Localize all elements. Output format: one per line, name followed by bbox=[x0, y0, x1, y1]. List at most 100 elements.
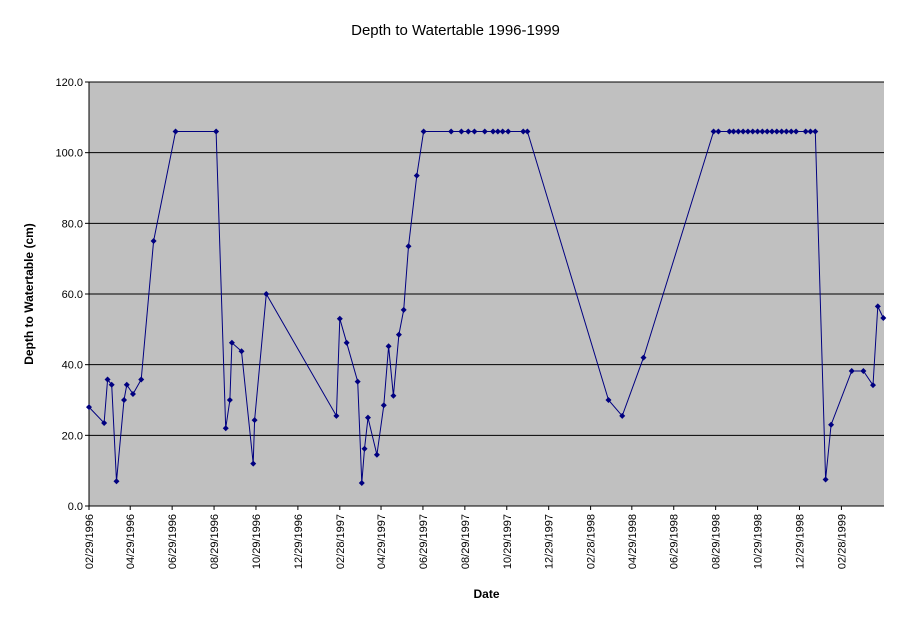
data-point bbox=[735, 128, 742, 135]
data-point bbox=[263, 291, 270, 297]
data-point bbox=[874, 303, 881, 310]
data-point bbox=[505, 128, 512, 135]
data-point bbox=[104, 376, 111, 383]
data-point bbox=[108, 381, 115, 388]
data-point bbox=[773, 128, 780, 135]
data-point bbox=[228, 339, 235, 346]
data-point bbox=[715, 128, 722, 135]
x-tick-label: 06/29/1996 bbox=[167, 514, 179, 569]
data-point bbox=[213, 128, 220, 135]
data-point bbox=[471, 128, 478, 135]
y-tick-label: 0.0 bbox=[68, 501, 83, 513]
data-point bbox=[730, 128, 737, 135]
data-point bbox=[172, 128, 179, 135]
data-point bbox=[640, 354, 647, 361]
x-tick-label: 06/29/1998 bbox=[669, 514, 681, 569]
data-point bbox=[768, 128, 775, 135]
data-point bbox=[250, 460, 257, 467]
data-point bbox=[458, 128, 465, 135]
data-point bbox=[121, 397, 128, 403]
data-point bbox=[740, 128, 747, 135]
x-tick-label: 10/29/1996 bbox=[251, 514, 263, 569]
x-tick-label: 08/29/1998 bbox=[711, 514, 723, 569]
data-point bbox=[354, 378, 361, 385]
data-point bbox=[385, 343, 392, 350]
data-point bbox=[226, 397, 233, 403]
data-point bbox=[494, 128, 501, 135]
data-point bbox=[238, 348, 245, 355]
x-tick-label: 02/28/1998 bbox=[586, 514, 598, 569]
data-point bbox=[251, 417, 258, 424]
x-tick-label: 10/29/1998 bbox=[753, 514, 765, 569]
data-point bbox=[395, 331, 402, 338]
data-point bbox=[754, 128, 761, 135]
data-point bbox=[138, 376, 145, 383]
data-point bbox=[358, 480, 365, 487]
y-axis-label: Depth to Watertable (cm) bbox=[22, 223, 36, 365]
data-point bbox=[361, 445, 368, 452]
x-tick-label: 04/29/1996 bbox=[125, 514, 137, 569]
x-tick-label: 08/29/1997 bbox=[460, 514, 472, 569]
data-point bbox=[405, 243, 412, 250]
x-tick-label: 04/29/1998 bbox=[627, 514, 639, 569]
data-point bbox=[759, 128, 766, 135]
x-tick-label: 12/29/1997 bbox=[544, 514, 556, 569]
data-point bbox=[710, 128, 717, 135]
x-tick-label: 10/29/1997 bbox=[502, 514, 514, 569]
data-point bbox=[86, 404, 92, 411]
data-point bbox=[129, 390, 136, 397]
x-tick-label: 02/28/1997 bbox=[335, 514, 347, 569]
data-point bbox=[619, 412, 626, 419]
y-tick-label: 20.0 bbox=[62, 430, 83, 442]
data-point bbox=[807, 128, 814, 135]
data-point bbox=[336, 315, 343, 322]
data-point bbox=[822, 476, 829, 483]
gridlines bbox=[89, 81, 884, 436]
data-point bbox=[413, 172, 420, 179]
x-tick-labels: 02/29/1996 04/29/1996 06/29/1996 08/29/1996… bbox=[84, 506, 848, 569]
data-point bbox=[788, 128, 795, 135]
data-point bbox=[373, 451, 380, 458]
x-tick-label: 08/29/1996 bbox=[209, 514, 221, 569]
data-point bbox=[465, 128, 472, 135]
data-point bbox=[420, 128, 427, 135]
data-point bbox=[764, 128, 771, 135]
data-point bbox=[726, 128, 733, 135]
x-tick-label: 06/29/1997 bbox=[418, 514, 430, 569]
data-point bbox=[880, 315, 887, 322]
data-point bbox=[828, 421, 835, 428]
x-tick-label: 12/29/1996 bbox=[293, 514, 305, 569]
data-point bbox=[364, 414, 371, 421]
data-point bbox=[499, 128, 506, 135]
data-point bbox=[481, 128, 488, 135]
data-point bbox=[783, 128, 790, 135]
y-tick-label: 100.0 bbox=[55, 148, 83, 160]
data-point bbox=[802, 128, 809, 135]
data-point bbox=[343, 339, 350, 346]
data-point bbox=[778, 128, 785, 135]
x-axis-label: Date bbox=[473, 587, 499, 601]
data-point bbox=[860, 368, 867, 375]
chart-title: Depth to Watertable 1996-1999 bbox=[351, 22, 560, 39]
series-markers bbox=[86, 128, 887, 487]
data-point bbox=[333, 412, 340, 419]
data-point bbox=[448, 128, 455, 135]
x-tick-label: 02/28/1999 bbox=[836, 514, 848, 569]
data-point bbox=[390, 392, 397, 399]
data-point bbox=[400, 306, 407, 313]
data-point bbox=[744, 128, 751, 135]
y-tick-label: 40.0 bbox=[62, 360, 83, 372]
data-point bbox=[870, 382, 877, 389]
data-point bbox=[123, 381, 130, 388]
data-point bbox=[848, 368, 855, 375]
data-point bbox=[222, 425, 229, 432]
data-point bbox=[793, 128, 800, 135]
y-tick-label: 120.0 bbox=[55, 77, 83, 89]
data-point bbox=[490, 128, 497, 135]
y-tick-labels: 0.0 20.0 40.0 60.0 80.0 100.0 120.0 bbox=[55, 77, 89, 513]
data-point bbox=[749, 128, 756, 135]
y-tick-label: 80.0 bbox=[62, 218, 83, 230]
data-point bbox=[524, 128, 531, 135]
data-point bbox=[605, 397, 612, 403]
